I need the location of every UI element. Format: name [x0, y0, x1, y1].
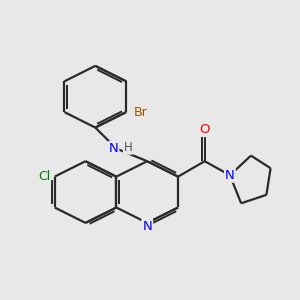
Text: H: H: [124, 141, 133, 154]
Text: O: O: [200, 123, 210, 136]
Text: N: N: [109, 142, 118, 155]
Text: Br: Br: [134, 106, 148, 118]
Text: N: N: [142, 220, 152, 233]
Text: N: N: [225, 169, 235, 182]
Text: Cl: Cl: [38, 170, 50, 183]
